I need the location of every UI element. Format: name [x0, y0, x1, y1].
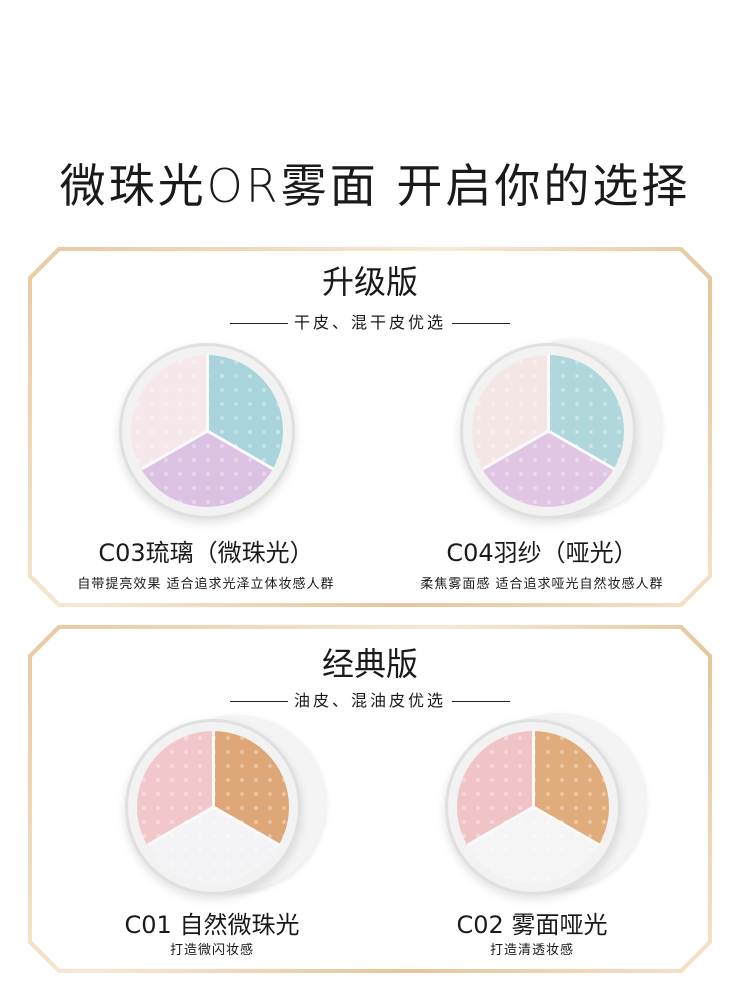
product-image-c04	[460, 343, 636, 519]
upgrade-section: 升级版 干皮、混干皮优选 C03琉璃（微珠光） 自带提亮效果 适合追求光泽立体妆…	[28, 247, 712, 607]
pan-divider	[206, 355, 209, 431]
product-name: C01 自然微珠光	[124, 911, 300, 939]
section-subtitle: 油皮、混油皮优选	[32, 687, 708, 711]
product-name: C03琉璃（微珠光）	[98, 539, 314, 567]
section-subtitle: 干皮、混干皮优选	[32, 309, 708, 333]
pan-divider	[466, 806, 533, 847]
pan-divider	[212, 731, 215, 807]
section-title: 经典版	[321, 645, 418, 683]
product-image-c01	[125, 719, 301, 895]
section-title: 升级版	[321, 263, 418, 301]
product-name: C02 雾面哑光	[456, 911, 608, 939]
pan-divider	[146, 806, 213, 847]
pan-divider	[212, 806, 279, 847]
pan-divider	[206, 430, 273, 471]
pan-divider	[481, 430, 548, 471]
classic-section: 经典版 油皮、混油皮优选 C01 自然微珠光 打造微闪妆感 C02 雾面哑光 打…	[28, 625, 712, 973]
product-desc: 柔焦雾面感 适合追求哑光自然妆感人群	[420, 577, 664, 592]
product-desc: 打造清透妆感	[489, 943, 574, 958]
product-image-c02	[445, 719, 621, 895]
product-desc: 打造微闪妆感	[169, 943, 254, 958]
headline: 微珠光OR雾面 开启你的选择	[59, 159, 691, 213]
product-desc: 自带提亮效果 适合追求光泽立体妆感人群	[77, 577, 335, 592]
pan-divider	[140, 430, 207, 471]
product-name: C04羽纱（哑光）	[446, 539, 638, 567]
pan-divider	[547, 355, 550, 431]
pan-divider	[547, 430, 614, 471]
pan-divider	[532, 806, 599, 847]
product-image-c03	[119, 343, 295, 519]
pan-divider	[532, 731, 535, 807]
